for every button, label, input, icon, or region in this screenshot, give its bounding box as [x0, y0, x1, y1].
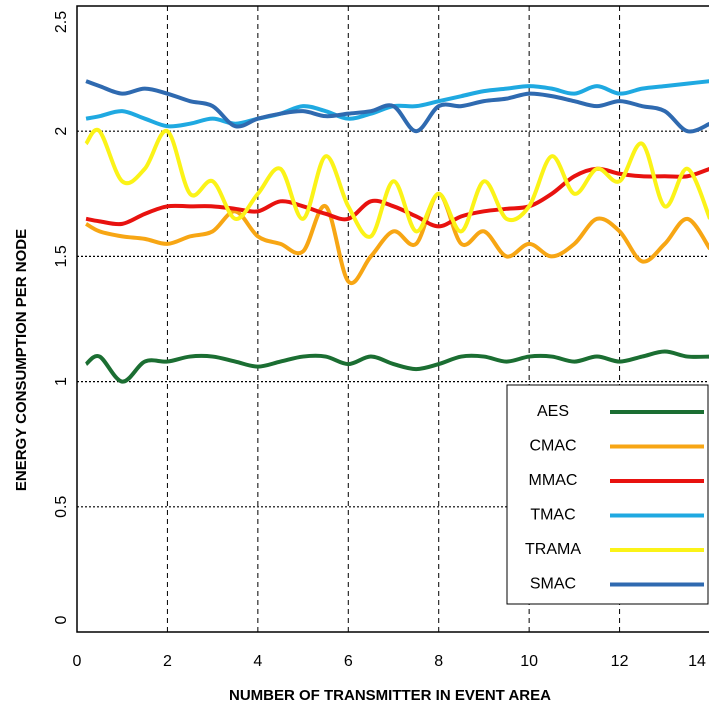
- x-tick-label: 6: [344, 653, 353, 670]
- legend-label: TRAMA: [525, 541, 581, 558]
- x-tick-label: 14: [688, 653, 706, 670]
- legend-label: TMAC: [530, 507, 575, 524]
- y-tick-label: 1: [53, 377, 70, 386]
- series-line: [85, 79, 709, 134]
- series-line: [85, 166, 709, 229]
- series-line: [84, 349, 709, 384]
- x-tick-label: 4: [253, 653, 262, 670]
- legend-label: SMAC: [530, 576, 576, 593]
- plot-frame: [76, 5, 709, 633]
- y-tick-label: 0.5: [53, 496, 70, 518]
- legend-box: [506, 384, 709, 605]
- y-axis-title: ENERGY CONSUMPTION PER NODE: [13, 229, 30, 491]
- x-tick-label: 0: [73, 653, 82, 670]
- legend: AES CMAC MMAC TMAC TRAMA SMAC: [506, 384, 709, 605]
- legend-label: MMAC: [529, 472, 578, 489]
- series-line: [85, 79, 709, 129]
- legend-label: AES: [537, 403, 569, 420]
- y-tick-label: 1.5: [53, 245, 70, 267]
- y-tick-label: 0: [53, 615, 70, 624]
- x-tick-label: 10: [520, 653, 538, 670]
- x-tick-label: 12: [611, 653, 629, 670]
- y-tick-label: 2: [53, 127, 70, 136]
- x-axis-title: NUMBER OF TRANSMITTER IN EVENT AREA: [229, 687, 551, 704]
- x-tick-label: 2: [163, 653, 172, 670]
- y-tick-label: 2.5: [53, 11, 70, 33]
- series-line: [85, 191, 709, 286]
- legend-label: CMAC: [529, 438, 576, 455]
- series-line: [84, 127, 709, 239]
- x-tick-label: 8: [434, 653, 443, 670]
